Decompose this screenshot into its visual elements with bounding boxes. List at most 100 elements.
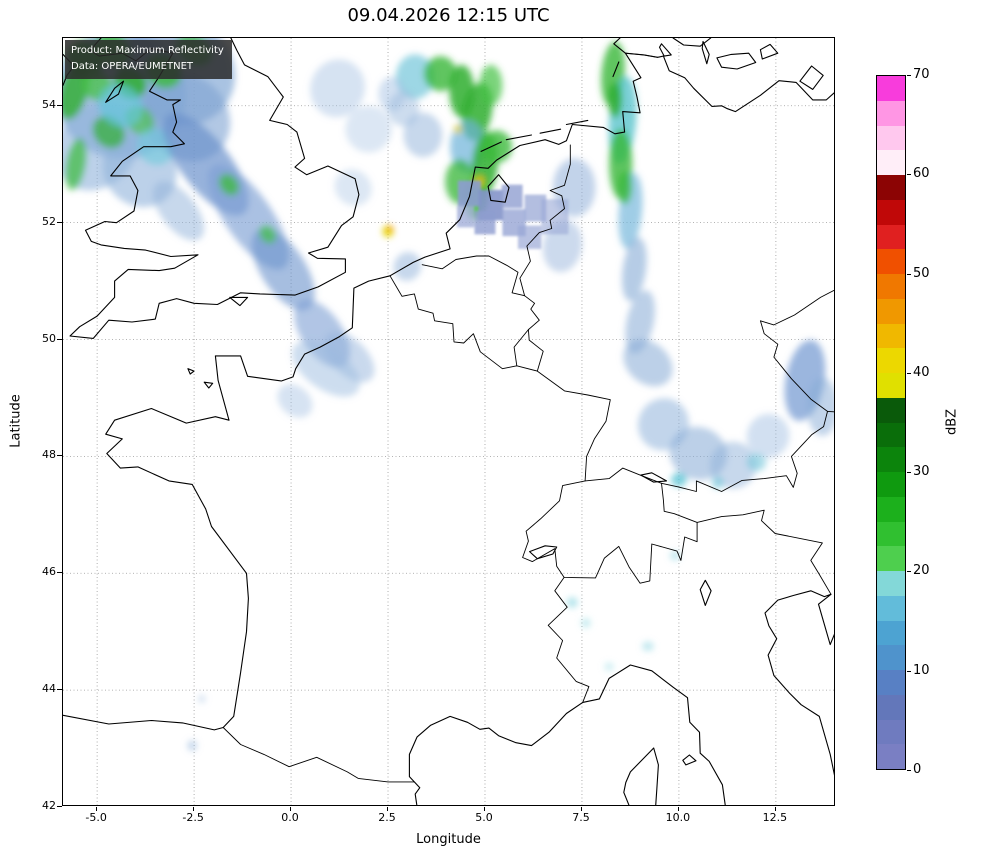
colorbar-segment: [877, 373, 905, 398]
radar-echo: [711, 476, 724, 489]
radar-echo: [187, 740, 197, 751]
coastlines: [63, 38, 834, 805]
colorbar-tick-mark: [907, 372, 911, 374]
colorbar-tick-label: 50: [913, 265, 930, 281]
radar-echo: [453, 125, 462, 134]
colorbar-segment: [877, 76, 905, 101]
x-axis-label: Longitude: [416, 832, 481, 847]
x-tick-label: 5.0: [475, 811, 493, 824]
country-borders: [222, 52, 834, 783]
colorbar-segment: [877, 175, 905, 200]
y-tick-label: 44: [42, 682, 56, 696]
colorbar-segment: [877, 645, 905, 670]
radar-echo: [709, 441, 757, 489]
radar-echo: [387, 225, 394, 232]
x-tick-label: 0.0: [281, 811, 299, 824]
y-tick-label: 42: [42, 799, 56, 812]
x-tick-label: -2.5: [182, 811, 204, 824]
colorbar-segment: [877, 397, 905, 423]
radar-map-svg: [63, 38, 834, 805]
colorbar-tick-mark: [907, 174, 911, 176]
colorbar-segment: [877, 125, 905, 151]
radar-echo: [334, 169, 372, 206]
y-tick-label: 50: [42, 331, 56, 345]
colorbar-segment: [877, 744, 905, 769]
colorbar-segment: [877, 249, 905, 274]
radar-echo: [378, 76, 406, 112]
x-tick-label: 10.0: [665, 811, 691, 824]
y-tick-mark: [57, 104, 62, 106]
y-tick-mark: [57, 806, 62, 807]
colorbar-tick-label: 40: [913, 364, 930, 380]
colorbar-tick-mark: [907, 472, 911, 474]
colorbar-segment: [877, 546, 905, 571]
y-tick-label: 52: [42, 214, 56, 228]
radar-echo: [259, 225, 277, 244]
colorbar-tick-mark: [907, 670, 911, 672]
radar-echo: [566, 597, 578, 608]
colorbar-segment: [877, 620, 905, 646]
x-tick-mark: [677, 807, 679, 811]
x-tick-label: -5.0: [85, 811, 107, 824]
colorbar-segment: [877, 274, 905, 299]
x-tick-mark: [483, 807, 485, 811]
radar-echo: [98, 84, 143, 128]
y-tick-mark: [57, 338, 62, 340]
product-info-box: Product: Maximum Reflectivity Data: OPER…: [65, 40, 232, 79]
colorbar-segment: [877, 571, 905, 596]
radar-echo: [277, 384, 313, 418]
y-tick-mark: [57, 572, 62, 574]
radar-echo: [607, 82, 622, 118]
x-tick-mark: [96, 807, 98, 811]
radar-echo: [153, 181, 205, 241]
radar-echo: [517, 225, 542, 249]
colorbar-segment: [877, 472, 905, 497]
colorbar-tick-mark: [907, 273, 911, 275]
radar-echo: [292, 340, 360, 397]
y-tick-label: 46: [42, 565, 56, 579]
x-tick-label: 2.5: [378, 811, 396, 824]
radar-echo: [65, 138, 87, 191]
x-tick-mark: [290, 807, 292, 811]
colorbar-segment: [877, 694, 905, 720]
x-tick-label: 12.5: [762, 811, 788, 824]
x-tick-mark: [580, 807, 582, 811]
y-axis-label: Latitude: [8, 394, 24, 448]
radar-echo: [310, 59, 366, 118]
colorbar-tick-label: 70: [913, 67, 930, 82]
radar-echo: [424, 56, 457, 92]
x-tick-label: 7.5: [572, 811, 590, 824]
colorbar-tick-mark: [907, 571, 911, 573]
colorbar-tick-mark: [907, 75, 911, 76]
radar-echo: [324, 331, 375, 383]
radar-echo: [219, 174, 239, 196]
colorbar-segment: [877, 224, 905, 250]
x-tick-mark: [193, 807, 195, 811]
x-tick-mark: [774, 807, 776, 811]
colorbar-segment: [877, 348, 905, 373]
radar-echo: [623, 339, 673, 387]
colorbar-segment: [877, 298, 905, 324]
radar-echo: [625, 290, 655, 354]
radar-echo: [457, 206, 475, 228]
radar-echo: [395, 54, 435, 99]
colorbar-segment: [877, 496, 905, 522]
colorbar-segment: [877, 100, 905, 126]
radar-echo: [457, 180, 482, 207]
radar-echo: [481, 130, 513, 164]
radar-echo: [604, 662, 614, 671]
radar-echo: [642, 641, 654, 651]
radar-echo: [345, 105, 392, 153]
radar-echo: [474, 210, 496, 235]
radar-echo: [581, 618, 591, 628]
colorbar-tick-label: 60: [913, 166, 930, 182]
colorbar-segment: [877, 422, 905, 448]
gridlines: [63, 38, 834, 805]
figure-title: 09.04.2026 12:15 UTC: [347, 5, 550, 26]
colorbar-segment: [877, 521, 905, 547]
radar-echo: [198, 694, 206, 703]
y-tick-label: 48: [42, 448, 56, 462]
x-tick-mark: [387, 807, 389, 811]
radar-echo: [403, 112, 443, 158]
